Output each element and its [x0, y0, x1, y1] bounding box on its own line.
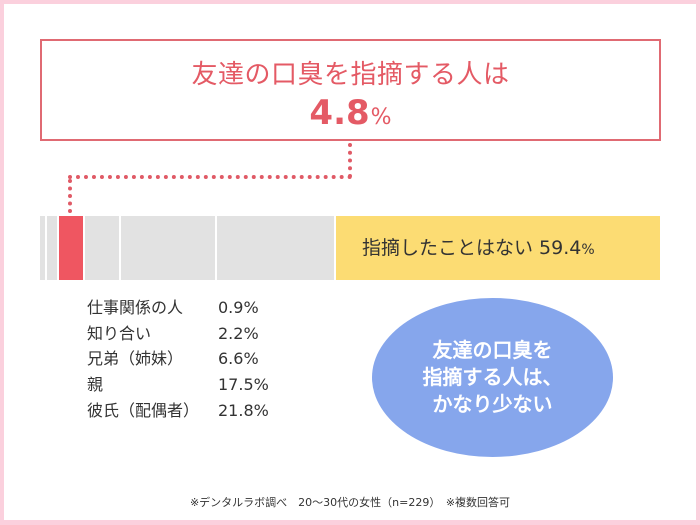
- legend-value: 21.8%: [218, 400, 269, 420]
- bar-segment-friend: [59, 216, 83, 280]
- legend-value: 0.9%: [218, 298, 259, 317]
- legend-row: 知り合い 2.2%: [87, 321, 287, 347]
- bar-segment-never: 指摘したことはない 59.4%: [336, 216, 660, 280]
- bar-segment-work: [40, 216, 45, 280]
- legend-label: 知り合い: [87, 323, 152, 343]
- never-label-text: 指摘したことはない 59.4: [362, 237, 582, 259]
- source-footnote: ※デンタルラボ調べ 20〜30代の女性（n=229） ※複数回答可: [189, 496, 511, 509]
- legend: 仕事関係の人 0.9% 知り合い 2.2% 兄弟（姉妹） 6.6% 親 17.5…: [87, 295, 287, 423]
- bar-segment-siblings: [85, 216, 119, 280]
- headline-value-unit: %: [370, 105, 392, 130]
- bar-segment-parents: [121, 216, 215, 280]
- legend-value: 6.6%: [218, 349, 259, 369]
- legend-label: 仕事関係の人: [87, 298, 184, 317]
- legend-row: 彼氏（配偶者） 21.8%: [87, 398, 287, 424]
- bar-segment-partner: [217, 216, 334, 280]
- legend-label: 親: [87, 375, 104, 395]
- legend-label: 彼氏（配偶者）: [87, 400, 200, 420]
- headline-title: 友達の口臭を指摘する人は: [191, 60, 510, 90]
- legend-label: 兄弟（姉妹）: [87, 349, 184, 369]
- bubble-line-3: かなり少ない: [432, 392, 553, 416]
- summary-bubble: 友達の口臭を 指摘する人は、 かなり少ない: [372, 298, 613, 457]
- legend-value: 17.5%: [218, 375, 269, 395]
- bubble-line-2: 指摘する人は、: [422, 365, 563, 389]
- legend-row: 親 17.5%: [87, 372, 287, 398]
- headline-box: 友達の口臭を指摘する人は 4.8%: [40, 39, 661, 141]
- never-label-unit: %: [581, 242, 595, 258]
- connector-dotted-horizontal: [68, 175, 352, 179]
- legend-row: 兄弟（姉妹） 6.6%: [87, 346, 287, 372]
- never-label: 指摘したことはない 59.4%: [362, 216, 595, 280]
- headline-value-number: 4.8: [309, 93, 370, 133]
- legend-value: 2.2%: [218, 323, 259, 343]
- headline-value: 4.8%: [42, 93, 659, 138]
- summary-bubble-text: 友達の口臭を 指摘する人は、 かなり少ない: [423, 337, 563, 418]
- bar-segment-acquaintance: [47, 216, 57, 280]
- bubble-line-1: 友達の口臭を: [432, 338, 553, 362]
- stacked-bar: 指摘したことはない 59.4%: [0, 216, 700, 280]
- connector-dotted-vertical-bottom: [68, 179, 72, 213]
- legend-row: 仕事関係の人 0.9%: [87, 295, 287, 321]
- connector-dotted-vertical-top: [348, 143, 352, 178]
